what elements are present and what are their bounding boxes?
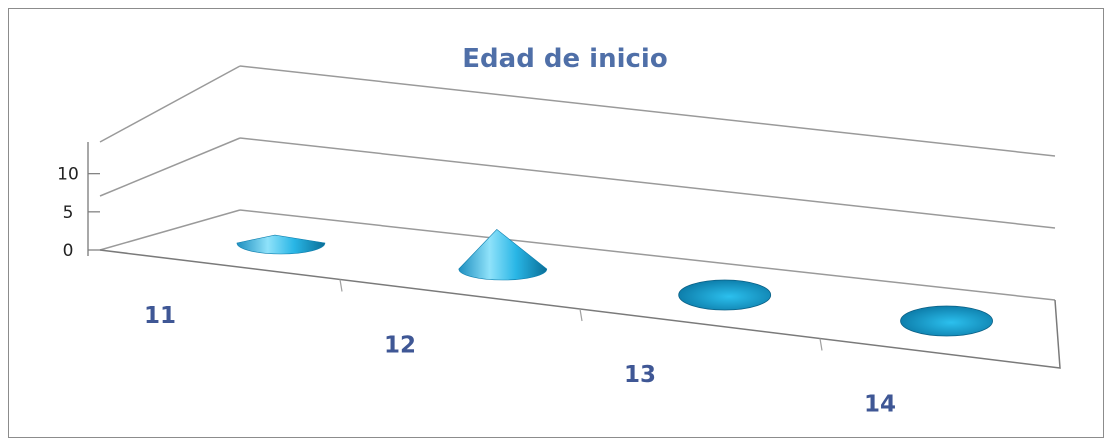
chart-frame xyxy=(8,8,1104,438)
y-tick-label: 10 xyxy=(57,165,79,185)
x-axis-ticks: 11 12 13 14 xyxy=(144,279,896,417)
x-tick-label: 14 xyxy=(864,391,896,417)
axes xyxy=(87,142,1061,369)
gridline xyxy=(239,137,1056,229)
side-wall-line xyxy=(99,137,241,197)
x-tick-mark xyxy=(819,338,823,351)
cone-bar xyxy=(236,234,326,255)
cone-bar xyxy=(458,228,548,281)
y-tick-label: 5 xyxy=(63,203,74,223)
cone-base xyxy=(678,279,772,311)
cone-body xyxy=(236,234,326,255)
y-axis-ticks: 0 5 10 xyxy=(57,165,100,261)
x-tick-mark xyxy=(339,279,343,292)
gridlines xyxy=(99,65,1056,301)
y-tick-label: 0 xyxy=(63,241,74,261)
cone-bars xyxy=(236,228,993,337)
cone-bar xyxy=(678,279,772,311)
side-wall-line xyxy=(99,209,241,251)
x-tick-mark xyxy=(579,308,583,322)
floor-edge xyxy=(99,249,1061,369)
x-tick-label: 11 xyxy=(144,303,176,329)
x-tick-label: 12 xyxy=(384,332,416,358)
cone-bar xyxy=(900,305,993,337)
gridline xyxy=(239,209,1056,301)
cone-base xyxy=(900,305,993,337)
gridline xyxy=(239,65,1056,157)
side-wall-line xyxy=(99,65,241,143)
chart-title: Edad de inicio xyxy=(462,44,667,74)
cone-body xyxy=(458,228,548,281)
x-tick-label: 13 xyxy=(624,362,656,388)
